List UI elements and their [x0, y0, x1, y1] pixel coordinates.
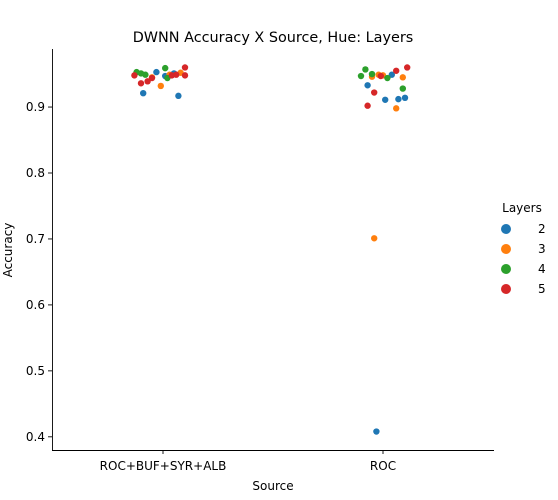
data-point	[388, 71, 395, 78]
legend-marker	[501, 264, 511, 274]
data-point	[371, 235, 378, 242]
y-tick-label: 0.6	[26, 298, 45, 312]
data-point	[393, 105, 400, 112]
legend-item: 3	[501, 242, 546, 256]
data-point	[371, 89, 378, 96]
legend-label: 2	[538, 222, 546, 236]
data-point	[384, 74, 391, 82]
chart-title: DWNN Accuracy X Source, Hue: Layers	[133, 30, 414, 46]
data-point	[137, 80, 145, 87]
data-point	[399, 74, 406, 81]
x-axis-label: Source	[252, 479, 293, 493]
data-point	[377, 72, 384, 80]
data-point	[175, 92, 182, 100]
data-point	[148, 74, 156, 82]
series-3	[148, 69, 406, 242]
data-point	[181, 64, 189, 71]
data-point	[404, 64, 411, 71]
data-point	[131, 72, 138, 79]
legend-label: 4	[538, 262, 546, 276]
x-tick-label: ROC	[370, 459, 396, 473]
series-5	[131, 64, 411, 109]
legend-item: 2	[501, 222, 546, 236]
legend-item: 4	[501, 262, 546, 276]
data-point	[393, 67, 400, 74]
data-point	[395, 95, 402, 103]
data-point	[137, 70, 145, 77]
x-axis-ticks: ROC+BUF+SYR+ALB ROC	[100, 450, 396, 473]
series-2	[140, 68, 409, 435]
legend-items: 2 3 4 5	[501, 222, 546, 296]
data-point	[364, 82, 371, 89]
legend-label: 3	[538, 242, 546, 256]
legend-label: 5	[538, 282, 546, 296]
legend-title: Layers	[502, 201, 542, 215]
y-tick-label: 0.4	[26, 430, 45, 444]
series-4	[133, 64, 406, 92]
data-point	[140, 89, 147, 97]
legend-marker	[501, 244, 511, 254]
data-point	[373, 428, 380, 435]
data-point	[368, 70, 376, 78]
y-tick-label: 0.5	[26, 364, 45, 378]
legend-item: 5	[501, 282, 546, 296]
plot-area	[131, 64, 411, 435]
data-point	[382, 96, 389, 103]
y-axis-label: Accuracy	[1, 223, 15, 278]
y-axis-ticks: 0.4 0.5 0.6 0.7 0.8 0.9	[26, 100, 52, 444]
legend-marker	[501, 284, 511, 294]
data-point	[173, 71, 180, 78]
data-point	[357, 72, 365, 80]
legend: Layers 2 3 4 5	[501, 201, 546, 296]
data-point	[364, 102, 371, 109]
y-tick-label: 0.9	[26, 100, 45, 114]
data-point	[401, 94, 409, 102]
data-point	[144, 78, 151, 85]
x-tick-label: ROC+BUF+SYR+ALB	[100, 459, 227, 473]
legend-marker	[501, 224, 511, 234]
data-point	[181, 72, 189, 79]
data-point	[162, 64, 169, 72]
data-point	[153, 68, 160, 76]
y-tick-label: 0.7	[26, 232, 45, 246]
data-point	[157, 82, 164, 90]
y-tick-label: 0.8	[26, 166, 45, 180]
data-point	[399, 85, 406, 92]
data-point	[362, 66, 369, 73]
